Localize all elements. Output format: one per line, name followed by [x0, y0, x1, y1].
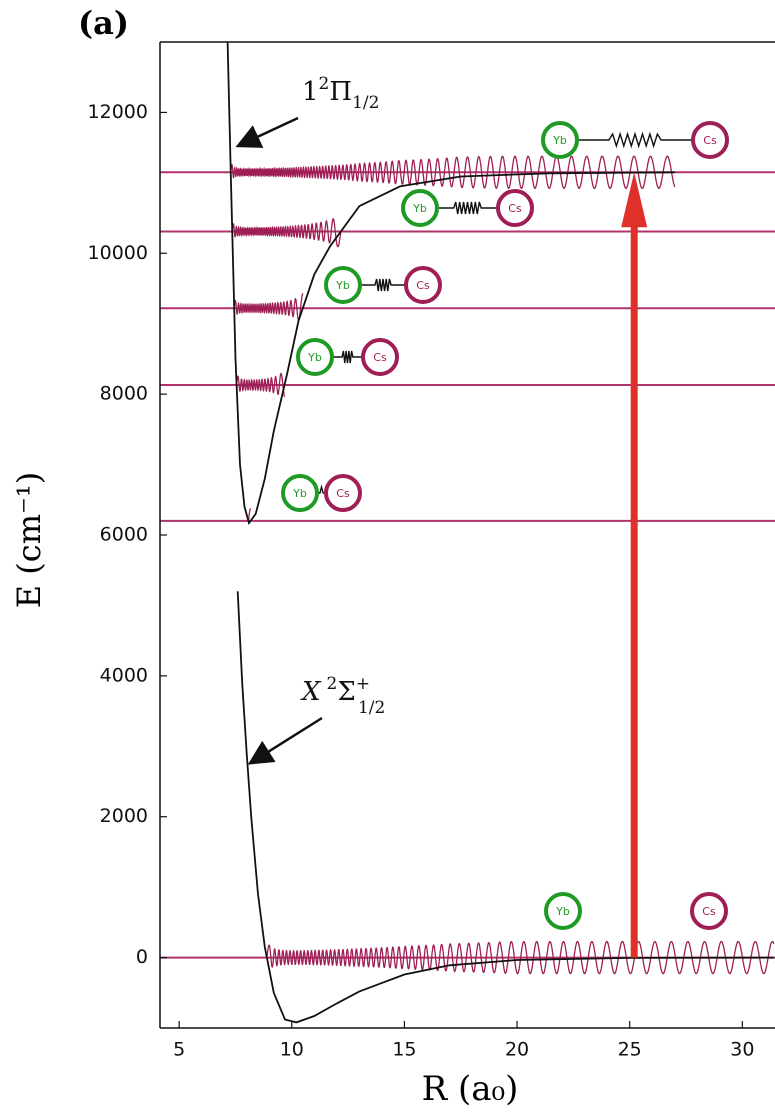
plot-area	[160, 42, 775, 1024]
x-tick-label: 20	[505, 1039, 529, 1061]
atom-yb	[324, 266, 362, 304]
atom-label: Yb	[552, 134, 567, 147]
state-label-part: X	[300, 677, 322, 707]
atom-label: Yb	[335, 279, 350, 292]
atom-label: Cs	[416, 279, 430, 292]
state-label-part: 2	[327, 674, 338, 694]
atom-label: Yb	[412, 202, 427, 215]
spring	[332, 350, 363, 364]
x-tick-label: 15	[392, 1039, 416, 1061]
panel-label: (a)	[78, 4, 129, 42]
atom-yb	[544, 892, 582, 930]
atom-label: Cs	[702, 905, 716, 918]
spring	[437, 201, 498, 215]
atom-cs	[496, 189, 534, 227]
atom-yb	[401, 189, 439, 227]
molecule-icon: Yb Cs	[541, 121, 729, 159]
y-tick-label: 6000	[100, 524, 148, 546]
state-label-part: 1/2	[358, 698, 385, 718]
atom-label: Cs	[336, 487, 350, 500]
wavefunction	[230, 155, 676, 189]
y-tick-label: 8000	[100, 383, 148, 405]
state-label-part: Π	[329, 77, 352, 107]
wavefunction	[235, 372, 286, 398]
annotation-arrow	[235, 116, 299, 148]
arrow-head	[621, 172, 648, 228]
spring	[577, 131, 693, 149]
wavefunction	[233, 293, 304, 321]
atom-cs	[404, 266, 442, 304]
potential-curve	[236, 591, 774, 1024]
wavefunction	[247, 508, 252, 521]
annotation-arrow	[247, 716, 323, 765]
x-tick-label: 10	[280, 1039, 304, 1061]
atom-label: Cs	[703, 134, 717, 147]
state-label-part: 1/2	[352, 93, 379, 113]
y-tick-label: 0	[136, 946, 148, 968]
potential-curve	[226, 42, 675, 526]
y-tick-label: 12000	[88, 101, 148, 123]
atom-yb	[281, 474, 319, 512]
x-tick-label: 5	[173, 1039, 185, 1061]
atom-cs	[690, 892, 728, 930]
state-label: 12Π1/2	[302, 74, 379, 113]
atom-cs	[361, 338, 399, 376]
molecule-icon: Yb Cs	[296, 338, 399, 376]
state-label-part: Σ	[337, 677, 355, 707]
molecule-icon: Yb Cs	[281, 474, 362, 512]
x-tick-label: 25	[618, 1039, 642, 1061]
molecule-icon: Yb Cs	[401, 189, 534, 227]
atom-label: Yb	[307, 351, 322, 364]
y-tick-label: 4000	[100, 664, 148, 686]
atom-yb	[541, 121, 579, 159]
transition-arrow	[621, 172, 648, 958]
y-axis-label: E (cm⁻¹)	[10, 472, 48, 608]
x-tick-label: 30	[730, 1039, 754, 1061]
y-tick-label: 10000	[88, 242, 148, 264]
state-label-part: 1	[302, 77, 319, 107]
atom-cs	[324, 474, 362, 512]
wavefunction	[231, 218, 342, 248]
x-axis-label: R (a₀)	[422, 1069, 519, 1109]
spring	[360, 278, 406, 292]
atom-label: Yb	[555, 905, 570, 918]
state-label-part: +	[356, 674, 370, 694]
atom-yb	[296, 338, 334, 376]
y-tick-label: 2000	[100, 805, 148, 827]
atom-label: Yb	[292, 487, 307, 500]
state-label: X 2Σ+ 1/2	[300, 674, 385, 718]
atom-label: Cs	[373, 351, 387, 364]
atom-label: Cs	[508, 202, 522, 215]
molecule-icon: Yb Cs	[324, 266, 442, 304]
state-label-part: 2	[319, 74, 330, 94]
atom-cs	[691, 121, 729, 159]
molecule-icon: Yb Cs	[544, 892, 728, 930]
